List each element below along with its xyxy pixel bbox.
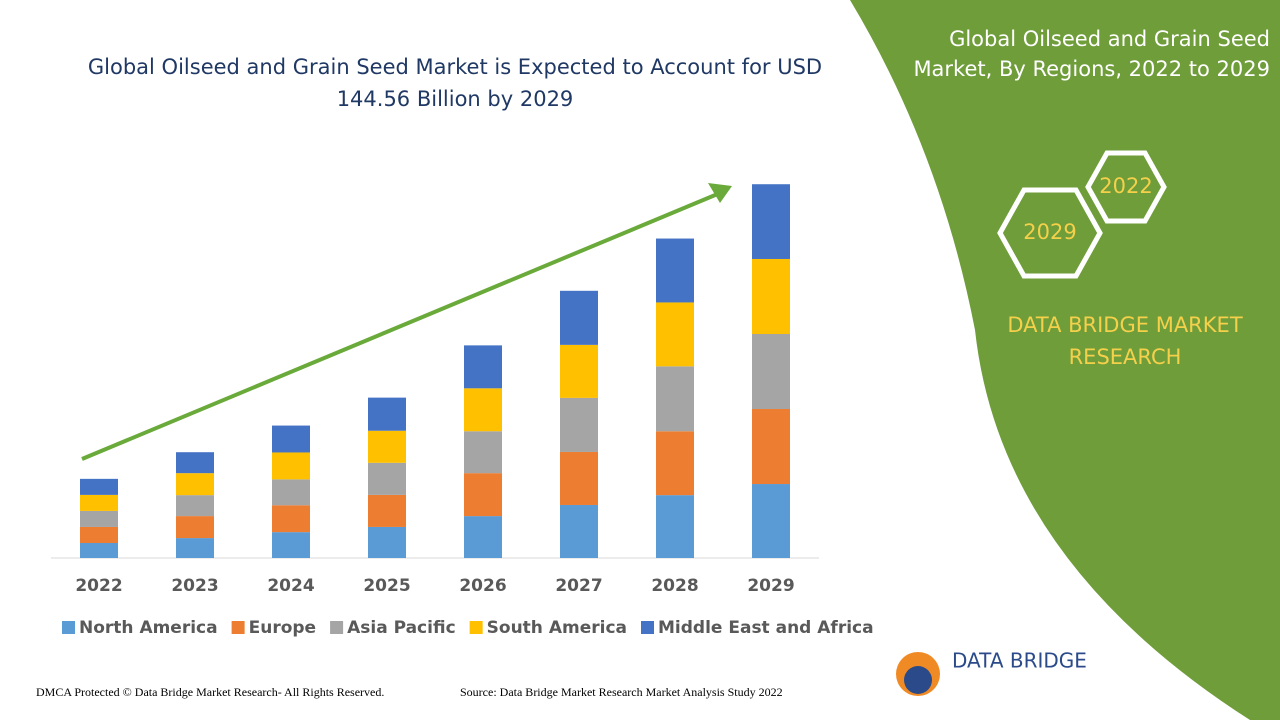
legend-label: Europe (249, 618, 316, 638)
bar-segment (368, 526, 406, 558)
bar-segment (464, 345, 502, 389)
legend-swatch (469, 621, 483, 634)
panel-title: Global Oilseed and Grain Seed (949, 27, 1270, 51)
green-panel (850, 0, 1280, 720)
x-tick-label: 2024 (267, 576, 314, 596)
bar-segment (176, 452, 214, 474)
bar-segment (368, 494, 406, 527)
footer-left: DMCA Protected © Data Bridge Market Rese… (36, 685, 384, 699)
bar-segment (80, 478, 118, 495)
logo-text: DATA BRIDGE (952, 649, 1087, 673)
hexagon-label: 2022 (1099, 174, 1152, 198)
bar-segment (368, 430, 406, 463)
bar-segment (272, 452, 310, 480)
chart-title: 144.56 Billion by 2029 (337, 87, 574, 111)
bar-segment (80, 542, 118, 558)
bar-segment (176, 495, 214, 517)
bar-segment (464, 388, 502, 432)
trend-arrow (81, 191, 721, 461)
brand-text: DATA BRIDGE MARKET (1007, 313, 1242, 337)
x-tick-label: 2027 (555, 576, 602, 596)
bar-segment (176, 516, 214, 539)
bar-segment (752, 184, 790, 259)
brand-text: RESEARCH (1069, 345, 1182, 369)
bar-segment (464, 473, 502, 517)
bar-segment (272, 479, 310, 506)
hexagon-label: 2029 (1023, 220, 1076, 244)
logo-icon (904, 666, 932, 694)
bar-segment (752, 484, 790, 558)
bar-segment (464, 431, 502, 474)
bar-segment (368, 462, 406, 495)
hexagon (1085, 150, 1167, 224)
bar-segment (656, 495, 694, 558)
bar-segment (272, 425, 310, 453)
bar-segment (176, 473, 214, 496)
bar-segment (368, 397, 406, 431)
bar-segment (656, 302, 694, 367)
chart-title: Global Oilseed and Grain Seed Market is … (88, 55, 822, 79)
x-tick-label: 2028 (651, 576, 698, 596)
bar-segment (560, 290, 598, 345)
legend-label: Middle East and Africa (658, 618, 874, 638)
x-tick-label: 2025 (363, 576, 410, 596)
bar-segment (656, 431, 694, 496)
bar-segment (752, 409, 790, 485)
bar-segment (560, 504, 598, 558)
bar-segment (560, 344, 598, 398)
legend-label: North America (79, 618, 218, 638)
hexagon (997, 187, 1103, 279)
bar-segment (656, 366, 694, 432)
x-tick-label: 2029 (747, 576, 794, 596)
legend-label: Asia Pacific (347, 618, 456, 638)
trend-arrow-head (708, 183, 732, 203)
bar-segment (560, 397, 598, 452)
legend-swatch (62, 621, 75, 634)
bar-segment (560, 451, 598, 505)
bar-segment (80, 526, 118, 543)
footer-right: Source: Data Bridge Market Research Mark… (460, 685, 783, 699)
bar-segment (464, 516, 502, 558)
panel-title: Market, By Regions, 2022 to 2029 (913, 57, 1270, 81)
legend-label: South America (487, 618, 627, 638)
legend-swatch (641, 621, 654, 634)
legend-swatch (231, 621, 245, 634)
bar-segment (656, 238, 694, 303)
bar-segment (752, 258, 790, 334)
bar-segment (272, 505, 310, 533)
legend-swatch (330, 621, 344, 634)
bar-segment (272, 532, 310, 558)
x-tick-label: 2026 (459, 576, 506, 596)
x-tick-label: 2022 (75, 576, 122, 596)
bar-segment (80, 510, 118, 527)
bar-segment (80, 494, 118, 511)
bar-segment (176, 538, 214, 558)
x-tick-label: 2023 (171, 576, 218, 596)
bar-segment (752, 333, 790, 410)
